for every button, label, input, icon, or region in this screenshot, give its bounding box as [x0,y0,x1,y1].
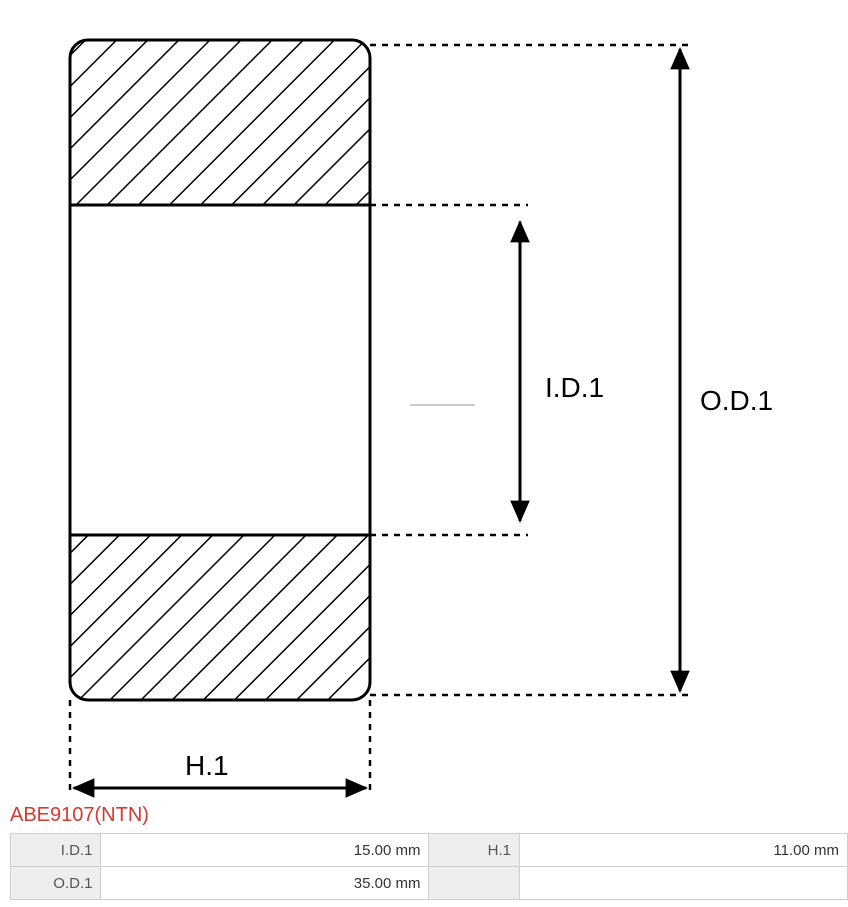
spec-value [519,867,847,900]
spec-value: 15.00 mm [101,834,429,867]
diagram-area: O.D.1 I.D.1 H.1 [0,0,848,800]
part-title: ABE9107(NTN) [0,800,848,833]
spec-table: I.D.115.00 mmH.111.00 mmO.D.135.00 mm [10,833,848,900]
spec-label: I.D.1 [11,834,101,867]
spec-label: O.D.1 [11,867,101,900]
bearing-diagram: O.D.1 I.D.1 H.1 [0,0,848,800]
svg-text:O.D.1: O.D.1 [700,385,773,416]
table-row: O.D.135.00 mm [11,867,848,900]
spec-label: H.1 [429,834,519,867]
spec-value: 11.00 mm [519,834,847,867]
table-row: I.D.115.00 mmH.111.00 mm [11,834,848,867]
svg-text:I.D.1: I.D.1 [545,372,604,403]
spec-value: 35.00 mm [101,867,429,900]
svg-text:H.1: H.1 [185,750,229,781]
spec-label [429,867,519,900]
